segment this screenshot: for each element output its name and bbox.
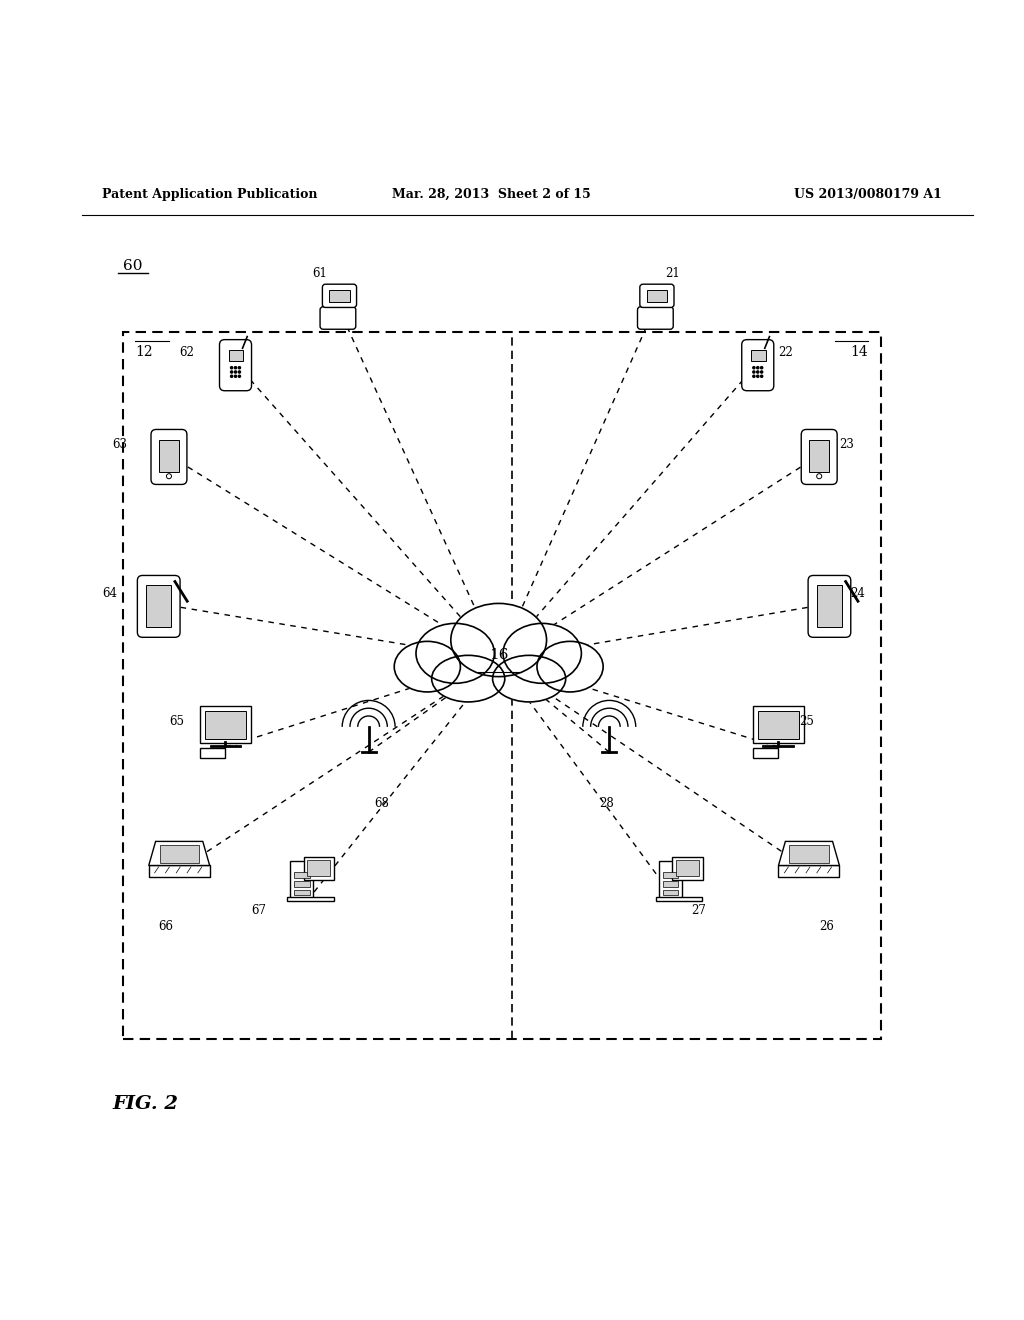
FancyBboxPatch shape <box>741 339 774 391</box>
Circle shape <box>757 375 759 378</box>
FancyBboxPatch shape <box>200 748 225 758</box>
FancyBboxPatch shape <box>321 306 355 329</box>
Text: FIG. 2: FIG. 2 <box>113 1096 178 1113</box>
FancyBboxPatch shape <box>160 845 199 863</box>
FancyBboxPatch shape <box>294 890 310 895</box>
FancyBboxPatch shape <box>288 898 334 902</box>
Circle shape <box>761 371 763 374</box>
FancyBboxPatch shape <box>676 861 698 876</box>
Circle shape <box>753 375 755 378</box>
FancyBboxPatch shape <box>808 576 851 638</box>
FancyBboxPatch shape <box>146 586 171 627</box>
FancyBboxPatch shape <box>753 706 804 743</box>
Ellipse shape <box>451 603 547 677</box>
Circle shape <box>230 371 232 374</box>
Circle shape <box>239 371 241 374</box>
Text: 12: 12 <box>135 345 153 359</box>
FancyBboxPatch shape <box>151 429 187 484</box>
FancyBboxPatch shape <box>638 306 673 329</box>
Circle shape <box>167 474 171 479</box>
Circle shape <box>230 375 232 378</box>
FancyBboxPatch shape <box>817 586 842 627</box>
Circle shape <box>761 375 763 378</box>
Circle shape <box>239 375 241 378</box>
Text: 16: 16 <box>488 648 509 661</box>
Text: 26: 26 <box>819 920 835 933</box>
Circle shape <box>753 367 755 368</box>
FancyBboxPatch shape <box>200 706 251 743</box>
Text: 22: 22 <box>778 346 793 359</box>
FancyBboxPatch shape <box>137 576 180 638</box>
Circle shape <box>230 367 232 368</box>
Ellipse shape <box>503 623 582 684</box>
FancyBboxPatch shape <box>304 857 335 879</box>
Polygon shape <box>148 841 210 866</box>
FancyBboxPatch shape <box>228 350 244 362</box>
Text: 21: 21 <box>666 268 680 280</box>
Circle shape <box>757 367 759 368</box>
Ellipse shape <box>493 655 565 702</box>
Text: Patent Application Publication: Patent Application Publication <box>102 187 317 201</box>
FancyBboxPatch shape <box>294 882 310 887</box>
Text: 63: 63 <box>113 438 128 451</box>
Text: 24: 24 <box>850 587 865 599</box>
FancyBboxPatch shape <box>751 350 766 362</box>
FancyBboxPatch shape <box>640 284 674 308</box>
FancyBboxPatch shape <box>778 866 840 876</box>
Circle shape <box>761 367 763 368</box>
FancyBboxPatch shape <box>307 861 330 876</box>
Text: 68: 68 <box>374 797 389 810</box>
FancyBboxPatch shape <box>673 857 703 879</box>
FancyBboxPatch shape <box>647 290 667 302</box>
FancyBboxPatch shape <box>663 882 679 887</box>
FancyBboxPatch shape <box>656 898 702 902</box>
Text: Mar. 28, 2013  Sheet 2 of 15: Mar. 28, 2013 Sheet 2 of 15 <box>392 187 591 201</box>
Ellipse shape <box>416 623 495 684</box>
Text: 23: 23 <box>840 438 855 451</box>
Text: 28: 28 <box>599 797 613 810</box>
Ellipse shape <box>394 642 461 692</box>
FancyBboxPatch shape <box>219 339 252 391</box>
Circle shape <box>757 371 759 374</box>
Text: 67: 67 <box>251 904 266 917</box>
FancyBboxPatch shape <box>291 862 313 899</box>
FancyBboxPatch shape <box>790 845 828 863</box>
FancyBboxPatch shape <box>148 866 210 876</box>
Text: 60: 60 <box>123 259 142 273</box>
Circle shape <box>234 367 237 368</box>
FancyBboxPatch shape <box>809 441 829 471</box>
FancyBboxPatch shape <box>323 284 356 308</box>
Text: 65: 65 <box>169 715 184 727</box>
Ellipse shape <box>432 655 505 702</box>
Circle shape <box>234 371 237 374</box>
Text: 14: 14 <box>851 345 868 359</box>
Polygon shape <box>778 841 840 866</box>
Text: 62: 62 <box>179 346 195 359</box>
Circle shape <box>753 371 755 374</box>
FancyBboxPatch shape <box>659 862 682 899</box>
Text: 27: 27 <box>691 904 707 917</box>
FancyBboxPatch shape <box>663 890 679 895</box>
FancyBboxPatch shape <box>801 429 838 484</box>
FancyBboxPatch shape <box>663 873 679 878</box>
FancyBboxPatch shape <box>159 441 179 471</box>
FancyBboxPatch shape <box>294 873 310 878</box>
Circle shape <box>234 375 237 378</box>
Text: 64: 64 <box>102 587 118 599</box>
Text: 61: 61 <box>312 268 328 280</box>
Text: US 2013/0080179 A1: US 2013/0080179 A1 <box>795 187 942 201</box>
FancyBboxPatch shape <box>753 748 778 758</box>
FancyBboxPatch shape <box>758 710 799 739</box>
Circle shape <box>817 474 821 479</box>
Text: 25: 25 <box>799 715 814 727</box>
Text: 66: 66 <box>159 920 174 933</box>
FancyBboxPatch shape <box>205 710 246 739</box>
Circle shape <box>239 367 241 368</box>
Ellipse shape <box>537 642 603 692</box>
FancyBboxPatch shape <box>330 290 349 302</box>
